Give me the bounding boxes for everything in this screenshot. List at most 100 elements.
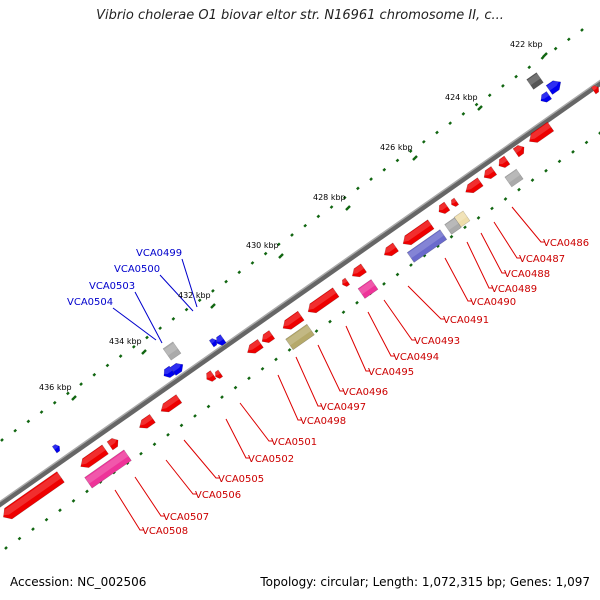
gene-shine (79, 445, 106, 465)
label-leader-line (480, 232, 506, 274)
label-leader-line (277, 374, 302, 421)
gene-feature (79, 444, 109, 468)
gene-shape (383, 242, 399, 257)
track-dot (408, 149, 413, 153)
gene-shine (437, 202, 448, 211)
gene-shape (351, 263, 367, 278)
track-dot (487, 93, 492, 98)
gene-label: VCA0497 (320, 402, 366, 413)
track-dot (13, 428, 18, 433)
track-dot (85, 489, 89, 494)
gene-shape (450, 197, 460, 207)
label-leader-line (407, 285, 445, 320)
gene-feature (162, 341, 182, 361)
gene-feature (246, 338, 264, 354)
gene-label: VCA0506 (195, 490, 241, 501)
gene-shape (341, 277, 351, 287)
gene-shine (464, 178, 481, 191)
gene-feature (285, 323, 315, 351)
track-dot (4, 546, 8, 550)
gene-feature (406, 229, 448, 263)
track-dot (436, 244, 440, 249)
gene-feature (260, 330, 276, 344)
gene-shine (445, 218, 459, 231)
gene-feature (357, 279, 379, 299)
gene-feature (281, 310, 305, 330)
gene-label: VCA0496 (342, 387, 388, 398)
gene-shape (438, 201, 451, 214)
gene-shine (209, 338, 216, 344)
gene-feature (169, 362, 184, 376)
kbp-tick-label: 422 kbp (510, 40, 543, 49)
gene-shine (407, 230, 444, 259)
gene-label: VCA0489 (491, 284, 537, 295)
track-dot (356, 186, 360, 191)
track-dot (211, 289, 215, 293)
track-dot (316, 214, 321, 219)
track-dot (92, 372, 97, 377)
label-leader-line (367, 311, 395, 357)
track-dot (17, 536, 22, 541)
major-tick (210, 303, 216, 309)
accession-text: Accession: NC_002506 (10, 575, 147, 589)
track-dot (171, 317, 176, 321)
track-dot (220, 395, 224, 399)
track-dot (39, 410, 44, 414)
track-dot (395, 272, 400, 277)
major-tick (345, 205, 351, 211)
track-dot (530, 178, 535, 183)
gene-label: VCA0493 (414, 336, 460, 347)
gene-shape (162, 341, 182, 361)
track-dot (206, 404, 211, 409)
gene-feature (208, 338, 218, 348)
gene-label: VCA0491 (443, 315, 489, 326)
gene-shine (306, 288, 337, 311)
gene-shine (205, 371, 214, 378)
gene-shine (527, 73, 541, 86)
track-dot (303, 223, 308, 228)
track-dot (517, 187, 521, 192)
gene-shape (402, 219, 435, 246)
track-dot (31, 527, 35, 531)
gene-label: VCA0507 (163, 512, 209, 523)
kbp-tick-label: 436 kbp (39, 383, 72, 392)
gene-shine (260, 330, 273, 340)
track-dot (263, 251, 268, 256)
major-tick (141, 349, 147, 355)
gene-shape (512, 145, 525, 158)
gene-feature (590, 85, 600, 95)
track-dot (553, 46, 558, 51)
gene-label: VCA0504 (67, 297, 113, 308)
label-leader-line (181, 258, 198, 308)
gene-shape (282, 310, 305, 330)
track-dot (26, 419, 31, 424)
label-leader-line (511, 206, 545, 243)
gene-shine (286, 325, 312, 346)
gene-feature (306, 287, 340, 314)
gene-feature (51, 444, 61, 454)
backbone-highlight (0, 79, 600, 503)
label-leader-line (493, 221, 521, 259)
kbp-tick-label: 426 kbp (380, 143, 413, 152)
label-leader-line (134, 291, 163, 344)
label-leader-line (383, 299, 416, 341)
gene-shape (540, 91, 553, 103)
track-dot (118, 354, 123, 358)
gene-label: VCA0508 (142, 526, 188, 537)
track-dot (145, 335, 149, 340)
gene-shine (2, 472, 62, 516)
gene-shine (482, 166, 495, 176)
track-dot (448, 121, 453, 126)
track-dot (250, 261, 255, 265)
gene-shape (80, 444, 109, 468)
gene-shine (214, 370, 221, 376)
track-dot (598, 131, 600, 135)
gene-shine (383, 243, 397, 254)
kbp-tick-label: 428 kbp (313, 193, 346, 202)
gene-feature (341, 277, 351, 287)
label-leader-line (112, 307, 157, 341)
gene-shine (159, 395, 180, 410)
gene-shape (208, 338, 218, 348)
gene-label: VCA0499 (136, 248, 182, 259)
